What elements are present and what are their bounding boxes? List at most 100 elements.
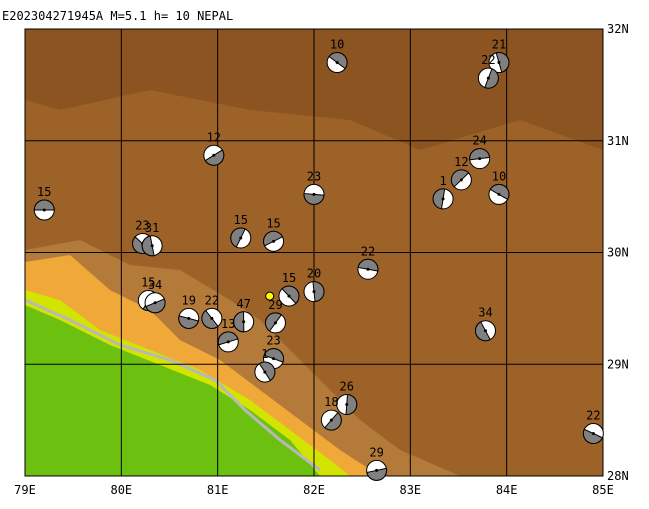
beachball-center: [459, 178, 463, 182]
focal-mechanism: [326, 52, 348, 74]
depth-label: 18: [324, 395, 338, 409]
depth-label: 13: [221, 317, 235, 331]
depth-label: 12: [454, 155, 468, 169]
focal-mechanism: [320, 409, 342, 431]
lat-label: 31N: [607, 134, 629, 148]
lon-label: 80E: [110, 483, 132, 497]
beachball-center: [312, 290, 316, 294]
beachball-center: [366, 267, 370, 271]
beachball-quadrant: [233, 311, 245, 333]
depth-label: 15: [37, 185, 51, 199]
lon-label: 84E: [496, 483, 518, 497]
depth-label: 22: [481, 53, 495, 67]
depth-label: 34: [478, 306, 492, 320]
lat-label: 29N: [607, 357, 629, 371]
depth-label: 29: [369, 445, 383, 459]
focal-mechanism: [474, 320, 496, 342]
focal-mechanism: [144, 292, 166, 314]
focal-mechanism: [477, 67, 499, 89]
focal-mechanism: [141, 235, 163, 257]
beachball-center: [272, 357, 276, 361]
focal-mechanism: [254, 361, 276, 383]
beachball-center: [212, 153, 216, 157]
lon-label: 85E: [592, 483, 614, 497]
depth-label: 26: [340, 379, 354, 393]
depth-label: 23: [135, 219, 149, 233]
beachball-quadrant: [281, 285, 300, 305]
depth-label: 15: [234, 213, 248, 227]
beachball-center: [272, 239, 276, 243]
focal-mechanism: [366, 459, 388, 481]
beachball-quadrant: [303, 192, 325, 205]
beachball-quadrant: [204, 149, 225, 166]
beachball-quadrant: [312, 281, 325, 303]
beachball-center: [497, 61, 501, 65]
depth-label: 1: [439, 174, 446, 188]
depth-label: 47: [236, 297, 250, 311]
beachball-quadrant: [475, 321, 491, 342]
depth-label: 22: [205, 293, 219, 307]
lon-label: 83E: [399, 483, 421, 497]
beachball-center: [483, 329, 487, 333]
beachball-center: [187, 316, 191, 320]
depth-label: 15: [141, 276, 155, 290]
beachball-quadrant: [33, 199, 55, 211]
beachball-center: [239, 236, 243, 240]
beachball-quadrant: [345, 393, 358, 415]
beachball-quadrant: [324, 411, 342, 431]
focal-mechanism: [469, 148, 491, 170]
beachball-center: [273, 321, 277, 325]
beachball-quadrant: [265, 312, 283, 332]
beachball-center: [591, 432, 595, 436]
beachball-center: [478, 157, 482, 161]
beachball-quadrant: [495, 52, 510, 73]
beachball-quadrant: [258, 361, 276, 382]
beachball-center: [150, 244, 154, 248]
focal-mechanism: [582, 423, 604, 445]
depth-label: 15: [266, 216, 280, 230]
beachball-quadrant: [145, 298, 166, 314]
focal-mechanism: [264, 312, 286, 334]
beachball-center: [42, 208, 46, 212]
beachball-quadrant: [201, 309, 219, 329]
beachball-center: [242, 320, 246, 324]
plains-green: [25, 305, 320, 476]
beachball-center: [335, 61, 339, 65]
focal-mechanism: [178, 307, 200, 329]
beachball-quadrant: [484, 68, 499, 89]
beachball-quadrant: [178, 315, 200, 329]
lat-label: 30N: [607, 246, 629, 260]
beachball-quadrant: [357, 258, 379, 272]
beachball-quadrant: [582, 428, 604, 444]
depth-label: 29: [268, 298, 282, 312]
focal-mechanism: [357, 258, 379, 280]
depth-label: 21: [492, 38, 506, 52]
beachball-center: [497, 192, 501, 196]
focal-mechanism: [432, 188, 454, 210]
depth-label: 34: [148, 278, 162, 292]
depth-label: 22: [586, 409, 600, 423]
lon-label: 82E: [303, 483, 325, 497]
beachball-quadrant: [469, 148, 491, 161]
beachball-center: [329, 418, 333, 422]
depth-label: 15: [282, 271, 296, 285]
beachball-quadrant: [230, 227, 246, 248]
beachball-center: [441, 197, 445, 201]
beachball-center: [287, 294, 291, 298]
focal-mechanism: [201, 307, 223, 329]
beachball-center: [263, 370, 267, 374]
depth-label: 24: [472, 134, 486, 148]
beachball-center: [345, 402, 349, 406]
focal-mechanism: [263, 230, 285, 252]
beachball-quadrant: [141, 235, 155, 257]
beachball-center: [226, 340, 230, 344]
depth-label: 19: [182, 293, 196, 307]
beachball-center: [486, 76, 490, 80]
beachball-quadrant: [366, 467, 388, 481]
focal-mechanism: [217, 331, 239, 353]
focal-mechanism: [278, 285, 300, 307]
focal-mechanism: [233, 311, 255, 333]
depth-label: 23: [266, 334, 280, 348]
lon-label: 81E: [207, 483, 229, 497]
